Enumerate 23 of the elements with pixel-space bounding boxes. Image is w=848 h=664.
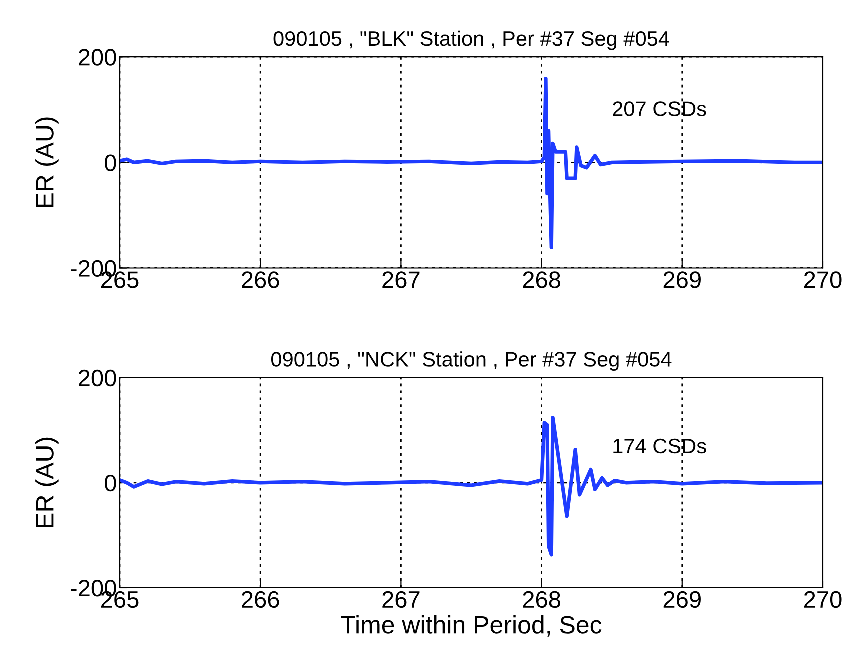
x-tick-label: 267 — [382, 272, 420, 288]
x-tick-label: 270 — [804, 591, 842, 608]
x-tick-label: 269 — [664, 591, 701, 608]
x-tick-label: 268 — [523, 591, 560, 608]
y-axis-title: ER (AU) — [36, 438, 59, 528]
y-tick-label: 0 — [105, 154, 116, 172]
x-tick-label: 266 — [242, 272, 280, 288]
line-series — [120, 416, 823, 557]
y-tick-label: 200 — [79, 370, 116, 387]
x-tick-label: 268 — [523, 272, 560, 288]
x-axis-title: Time within Period, Sec — [341, 616, 602, 637]
y-axis-title: ER (AU) — [36, 118, 59, 208]
y-tick-label: 0 — [105, 474, 116, 492]
y-tick-label: 200 — [79, 49, 116, 66]
annotation: 174 CSDs — [614, 438, 706, 454]
chart-title: 090105 , "BLK" Station , Per #37 Seg #054 — [274, 30, 670, 50]
line-series — [120, 76, 823, 250]
x-tick-label: 269 — [664, 272, 701, 288]
x-tick-label: 267 — [382, 591, 420, 608]
x-tick-label: 266 — [242, 591, 280, 608]
x-tick-label: 270 — [804, 272, 842, 288]
annotation: 207 CSDs — [613, 102, 706, 116]
chart-title: 090105 , "NCK" Station , Per #37 Seg #054 — [272, 352, 672, 372]
